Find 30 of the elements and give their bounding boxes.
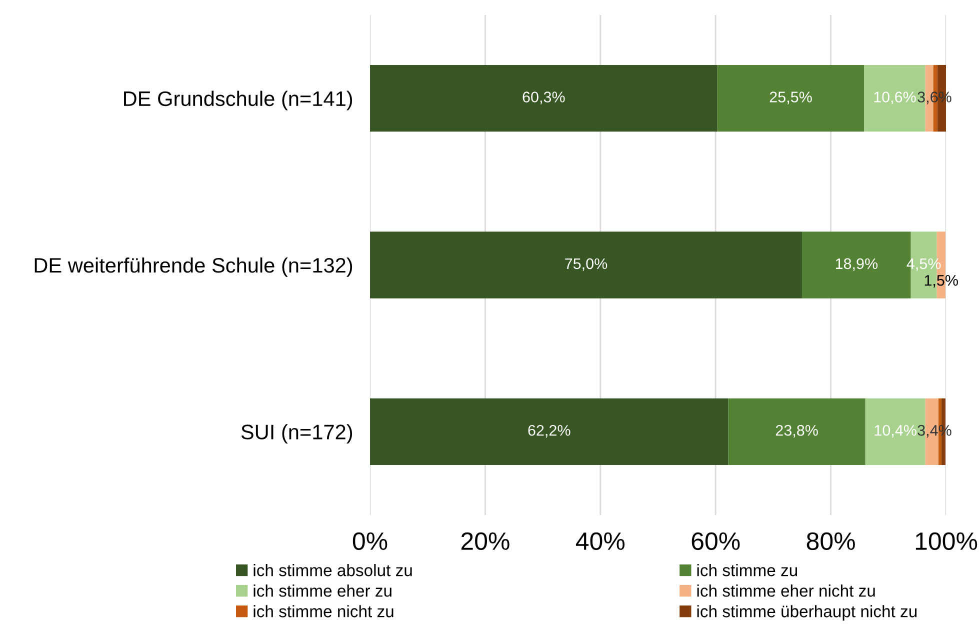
bar xyxy=(370,398,728,465)
legend-label: ich stimme zu xyxy=(697,564,797,576)
data-label: 25,5% xyxy=(770,92,812,104)
bar xyxy=(728,398,866,465)
data-label: 23,8% xyxy=(776,424,818,438)
bar xyxy=(370,65,718,132)
data-label: 60,3% xyxy=(522,92,565,104)
legend-label: ich stimme eher nicht zu xyxy=(697,584,875,597)
x-tick-label: 100% xyxy=(916,532,978,550)
x-tick-label: 60% xyxy=(692,532,740,550)
bar xyxy=(717,65,864,132)
y-tick-label: SUI (n=172) xyxy=(241,424,352,444)
data-label: 18,9% xyxy=(836,258,878,271)
x-tick-label: 80% xyxy=(806,532,855,550)
legend-label: ich stimme eher zu xyxy=(254,584,392,597)
y-tick-label: DE Grundschule (n=141) xyxy=(124,90,352,110)
x-tick-label: 0% xyxy=(352,532,388,550)
legend-label: ich stimme überhaupt nicht zu xyxy=(697,605,917,621)
x-tick-label: 40% xyxy=(576,532,625,550)
data-label: 10,6% xyxy=(874,92,916,104)
bar xyxy=(370,232,802,298)
data-label: 75,0% xyxy=(565,258,608,271)
y-tick-label: DE weiterführende Schule (n=132) xyxy=(34,257,352,277)
legend-label: ich stimme nicht zu xyxy=(254,605,394,618)
x-tick-label: 20% xyxy=(461,532,510,550)
data-label: 10,4% xyxy=(874,424,916,438)
annotation: 3,6% xyxy=(918,92,952,104)
legend-label: ich stimme absolut zu xyxy=(254,564,412,576)
data-label: 62,2% xyxy=(528,424,570,438)
data-label: 1,5% xyxy=(924,275,958,288)
